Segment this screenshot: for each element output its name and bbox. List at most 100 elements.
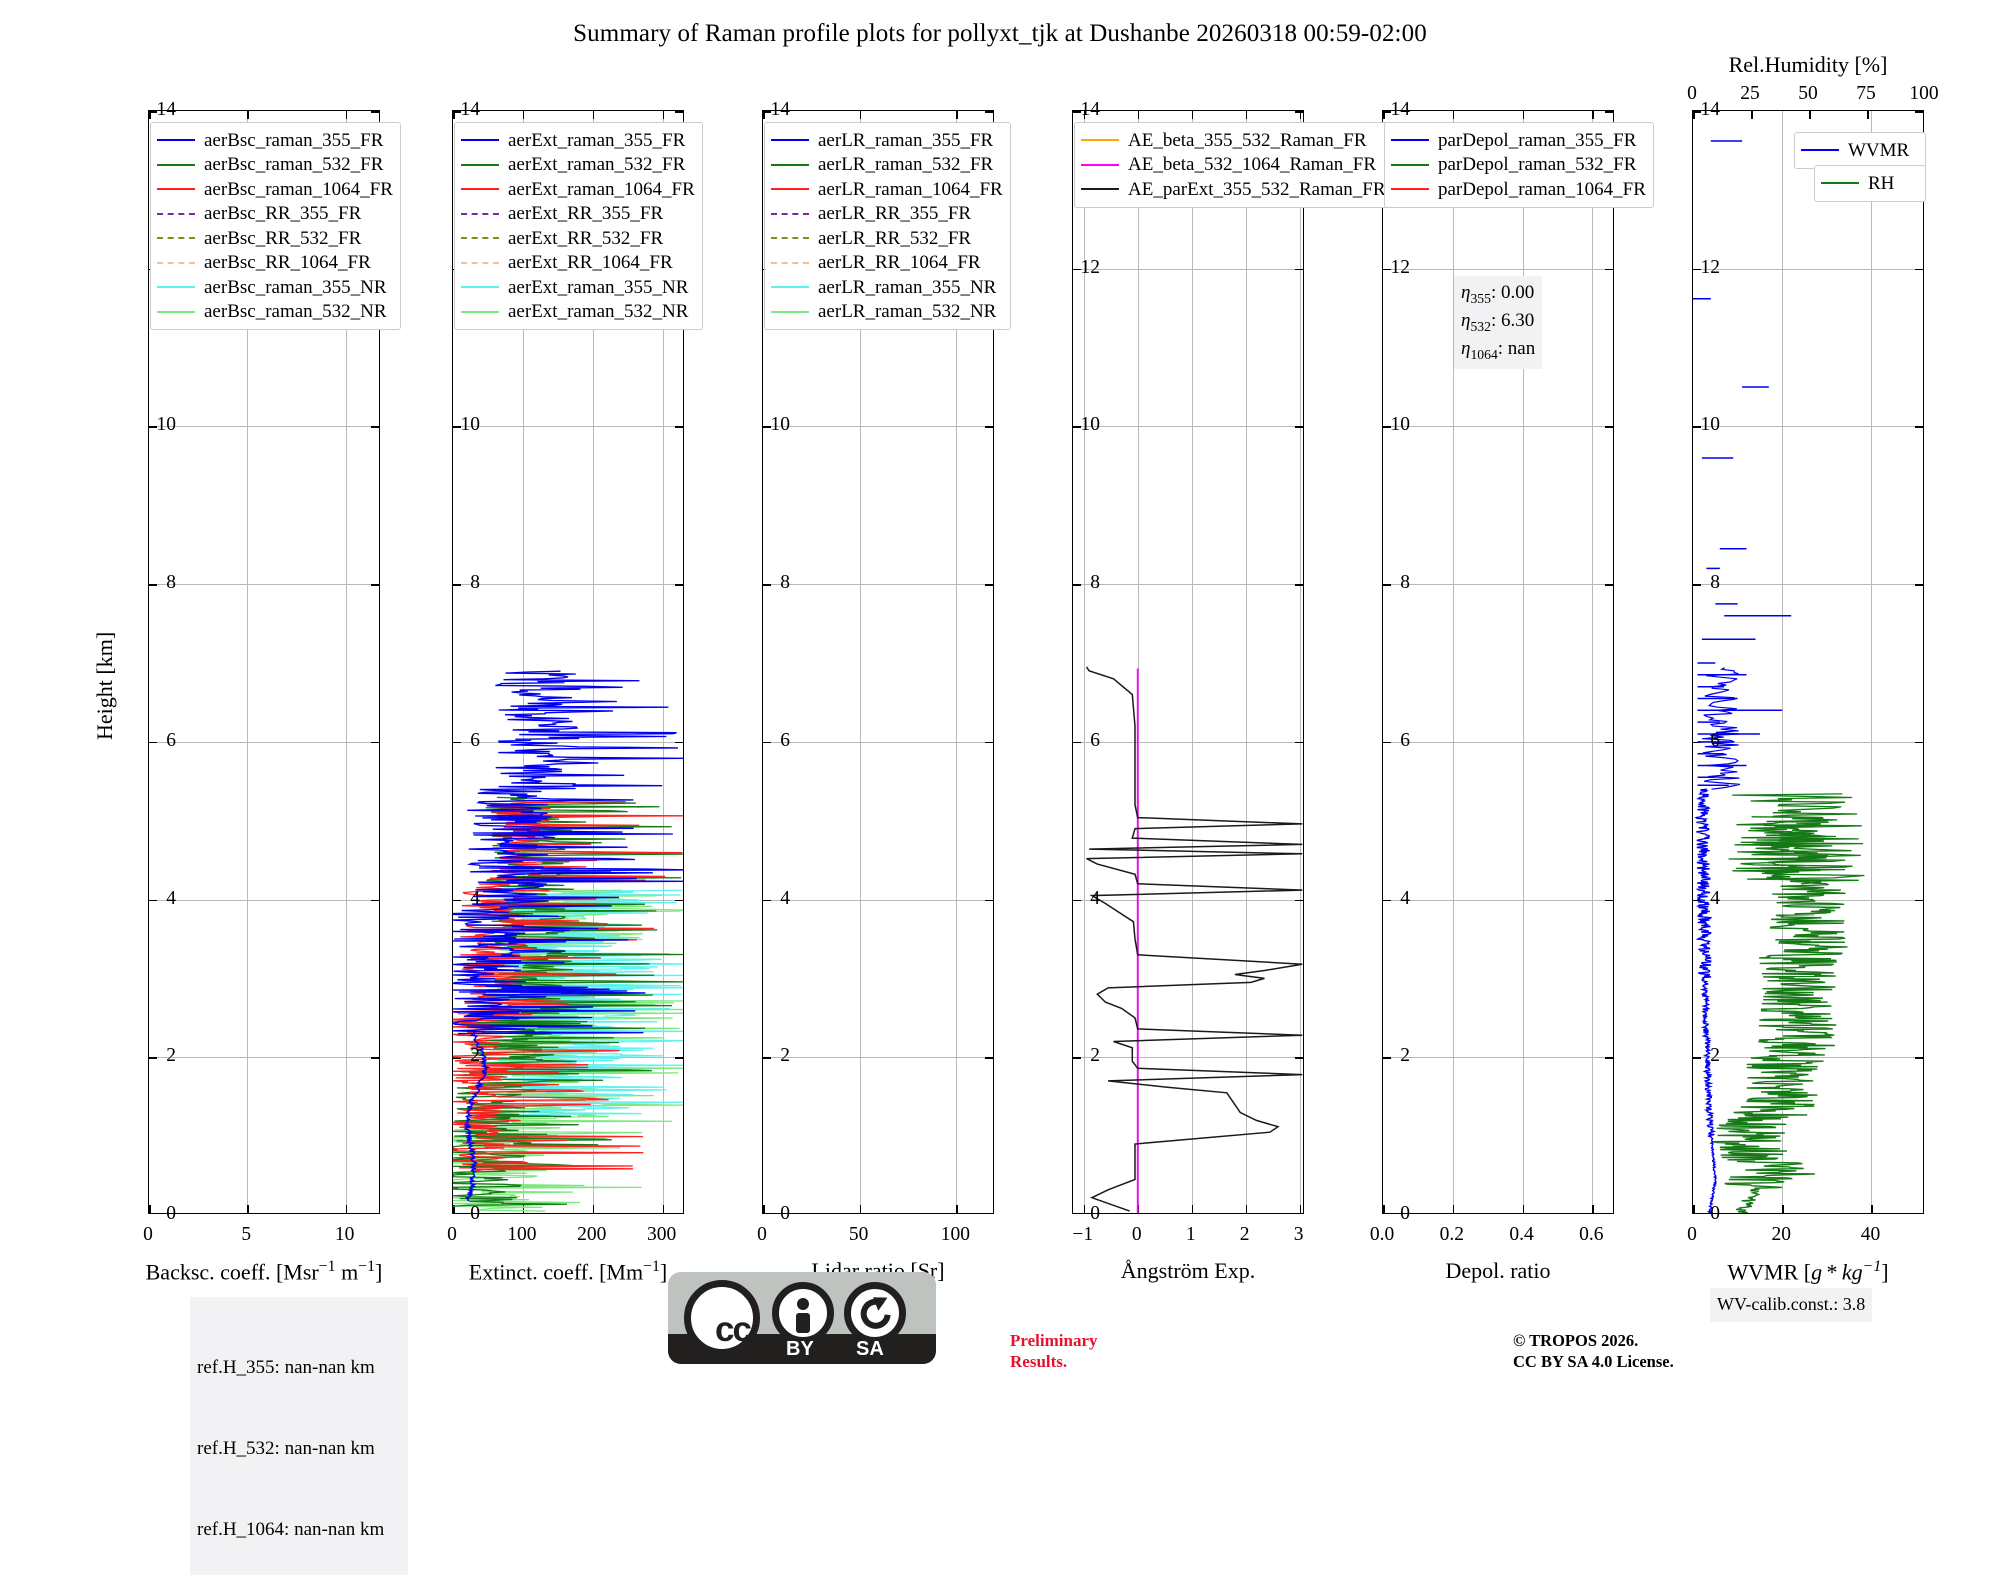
legend-item[interactable]: aerExt_raman_355_FR: [461, 128, 695, 153]
legend-item[interactable]: aerBsc_RR_532_FR: [157, 226, 393, 251]
y-tick-right: [1915, 111, 1923, 113]
legend-label: aerExt_RR_355_FR: [508, 203, 664, 225]
legend-item[interactable]: parDepol_raman_532_FR: [1391, 153, 1646, 178]
legend-label: aerBsc_raman_1064_FR: [204, 178, 393, 200]
y-tick-label: 8: [470, 572, 480, 594]
legend-item[interactable]: aerBsc_raman_355_NR: [157, 275, 393, 300]
y-tick: [453, 111, 461, 113]
legend-item[interactable]: AE_beta_355_532_Raman_FR: [1081, 128, 1386, 153]
legend-line-swatch: [1801, 149, 1839, 152]
y-tick-label: 4: [1710, 887, 1720, 909]
y-tick: [1693, 1057, 1701, 1059]
x-tick: [1522, 1205, 1525, 1213]
legend-backscatter[interactable]: aerBsc_raman_355_FR aerBsc_raman_532_FR ae…: [150, 122, 401, 330]
legend-item[interactable]: aerExt_raman_532_FR: [461, 153, 695, 178]
gridline-h: [1383, 426, 1613, 428]
legend-item[interactable]: aerBsc_RR_355_FR: [157, 202, 393, 227]
legend-item[interactable]: aerLR_raman_532_FR: [771, 153, 1003, 178]
legend-item[interactable]: aerLR_raman_532_NR: [771, 300, 1003, 325]
top-x-tick: [1693, 111, 1695, 119]
legend-label: AE_parExt_355_532_Raman_FR: [1128, 178, 1386, 200]
x-tick: [345, 1205, 348, 1213]
x-tick-top: [149, 111, 151, 119]
legend-item[interactable]: parDepol_raman_1064_FR: [1391, 177, 1646, 202]
x-tick: [956, 1205, 958, 1213]
x-tick: [1693, 1205, 1695, 1213]
legend-item[interactable]: aerLR_raman_1064_FR: [771, 177, 1003, 202]
y-tick-label: 8: [1400, 572, 1410, 594]
cc-by-label: BY: [786, 1338, 814, 1360]
y-tick-label: 14: [460, 99, 481, 120]
y-tick-right: [371, 111, 379, 113]
legend-line-swatch: [461, 286, 499, 289]
legend-label: aerBsc_RR_355_FR: [204, 203, 362, 225]
y-tick-right: [371, 1213, 379, 1214]
gridline-v: [592, 111, 594, 1213]
legend-depol-ratio[interactable]: parDepol_raman_355_FR parDepol_raman_532_…: [1384, 122, 1654, 208]
y-tick-label: 8: [1710, 572, 1720, 594]
y-tick-right: [1295, 899, 1303, 902]
top-x-tick-label: 50: [1798, 83, 1818, 104]
y-tick: [453, 426, 461, 429]
gridline-h: [1693, 426, 1923, 428]
legend-line-swatch: [1391, 139, 1429, 142]
legend-item[interactable]: aerBsc_raman_1064_FR: [157, 177, 393, 202]
gridline-v: [956, 111, 958, 1213]
legend-item[interactable]: aerBsc_RR_1064_FR: [157, 251, 393, 276]
x-tick-label: 0.2: [1439, 1224, 1464, 1245]
legend-item[interactable]: RH: [1821, 171, 1918, 196]
y-axis-title: Height [km]: [92, 631, 117, 740]
y-tick: [1383, 426, 1391, 429]
eta-annotation-box: η355: 0.00 η532: 6.30 η1064: nan: [1454, 276, 1543, 369]
legend-line-swatch: [157, 188, 195, 191]
legend-item[interactable]: aerLR_RR_355_FR: [771, 202, 1003, 227]
x-tick: [1871, 1205, 1874, 1213]
legend-line-swatch: [771, 163, 809, 166]
y-tick-right: [675, 1213, 683, 1214]
cc-license-badge[interactable]: cc BY SA: [668, 1272, 936, 1364]
legend-item[interactable]: aerExt_RR_355_FR: [461, 202, 695, 227]
legend-extinction[interactable]: aerExt_raman_355_FR aerExt_raman_532_FR ae…: [454, 122, 703, 330]
x-tick-label: 100: [940, 1224, 970, 1245]
legend-rh[interactable]: RH: [1814, 165, 1926, 202]
x-tick-top: [1592, 111, 1594, 119]
legend-item[interactable]: aerBsc_raman_532_NR: [157, 300, 393, 325]
y-tick: [1383, 741, 1391, 744]
gridline-v: [859, 111, 861, 1213]
legend-item[interactable]: aerExt_RR_532_FR: [461, 226, 695, 251]
legend-item[interactable]: AE_beta_532_1064_Raman_FR: [1081, 153, 1386, 178]
legend-angstrom[interactable]: AE_beta_355_532_Raman_FR AE_beta_532_1064…: [1074, 122, 1394, 208]
legend-item[interactable]: aerExt_RR_1064_FR: [461, 251, 695, 276]
legend-item[interactable]: aerLR_RR_1064_FR: [771, 251, 1003, 276]
y-tick-right: [985, 111, 993, 113]
y-tick-label: 4: [166, 887, 176, 909]
legend-item[interactable]: AE_parExt_355_532_Raman_FR: [1081, 177, 1386, 202]
legend-item[interactable]: aerExt_raman_1064_FR: [461, 177, 695, 202]
legend-item[interactable]: aerBsc_raman_355_FR: [157, 128, 393, 153]
y-tick: [1693, 584, 1701, 586]
legend-label: aerExt_raman_355_NR: [508, 276, 689, 298]
legend-item[interactable]: aerLR_RR_532_FR: [771, 226, 1003, 251]
y-tick-right: [1295, 1213, 1303, 1214]
legend-item[interactable]: WVMR: [1801, 138, 1918, 163]
x-tick-label: 3: [1293, 1224, 1304, 1245]
legend-item[interactable]: aerLR_raman_355_NR: [771, 275, 1003, 300]
legend-item[interactable]: aerExt_raman_355_NR: [461, 275, 695, 300]
x-tick: [522, 1205, 525, 1213]
legend-item[interactable]: aerLR_raman_355_FR: [771, 128, 1003, 153]
legend-item[interactable]: parDepol_raman_355_FR: [1391, 128, 1646, 153]
gridline-v: [345, 111, 347, 1213]
y-tick-right: [985, 899, 993, 902]
legend-wvmr[interactable]: WVMR: [1794, 132, 1926, 169]
y-tick-right: [1605, 1213, 1613, 1214]
y-tick-right: [1295, 268, 1303, 271]
legend-item[interactable]: aerBsc_raman_532_FR: [157, 153, 393, 178]
legend-lidar-ratio[interactable]: aerLR_raman_355_FR aerLR_raman_532_FR aerL…: [764, 122, 1011, 330]
gridline-v: [1782, 111, 1784, 1213]
legend-item[interactable]: aerExt_raman_532_NR: [461, 300, 695, 325]
gridline-h: [763, 584, 993, 586]
y-tick-label: 8: [1090, 572, 1100, 594]
copyright-line-1: © TROPOS 2026.: [1513, 1331, 1639, 1350]
y-tick-label: 14: [156, 99, 177, 120]
gridline-h: [453, 426, 683, 428]
